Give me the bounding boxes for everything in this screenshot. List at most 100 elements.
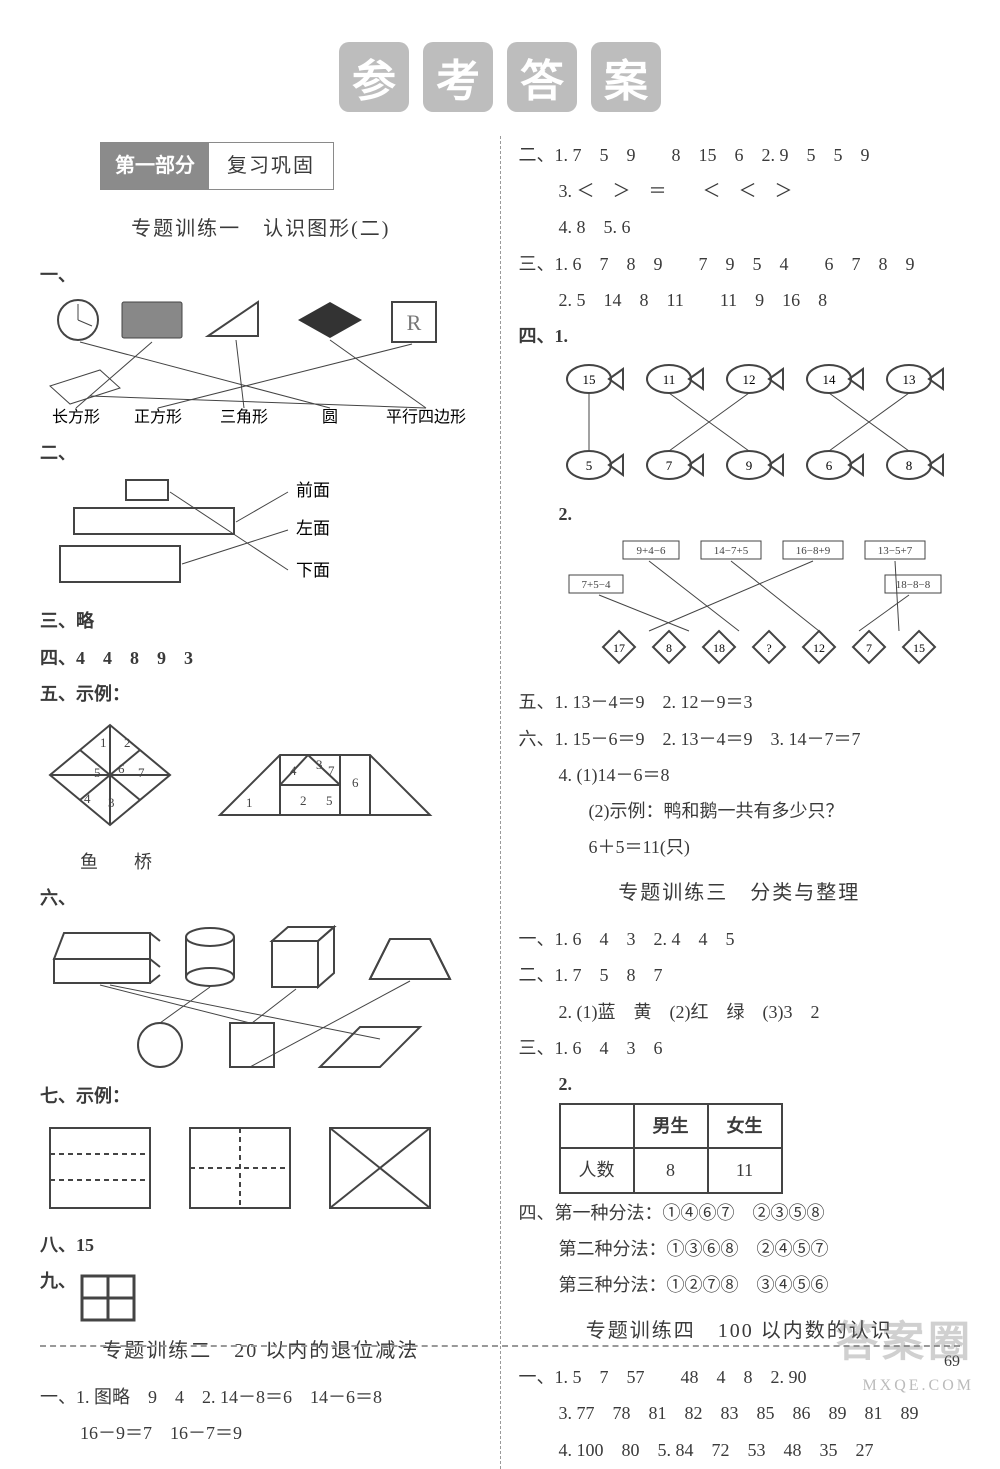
svg-text:11: 11 bbox=[662, 372, 675, 387]
title-tile: 参 bbox=[339, 42, 409, 112]
svg-text:4: 4 bbox=[84, 791, 91, 806]
svg-text:1: 1 bbox=[100, 735, 107, 750]
section-label: 2. bbox=[519, 497, 961, 531]
svg-text:圆: 圆 bbox=[322, 409, 338, 426]
answer-line: 三、1. 6 7 8 9 7 9 5 4 6 7 8 9 bbox=[519, 247, 961, 281]
svg-text:7: 7 bbox=[866, 641, 872, 655]
table-header: 女生 bbox=[708, 1104, 782, 1148]
table-cell: 11 bbox=[708, 1148, 782, 1192]
svg-text:5: 5 bbox=[94, 765, 101, 780]
svg-text:17: 17 bbox=[613, 641, 625, 655]
svg-text:三角形: 三角形 bbox=[220, 408, 268, 426]
answer-line: (2)示例：鸭和鹅一共有多少只？ bbox=[519, 794, 961, 828]
answer-line: 3. ＜ ＞ ＝ ＜ ＜ ＞ bbox=[519, 174, 961, 208]
table-header: 男生 bbox=[634, 1104, 708, 1148]
svg-text:13−5+7: 13−5+7 bbox=[877, 545, 912, 557]
svg-text:2: 2 bbox=[124, 735, 131, 750]
figure-faces: 前面 左面 下面 bbox=[40, 474, 482, 594]
answer-line: 2. (1)蓝 黄 (2)红 绿 (3)3 2 bbox=[519, 995, 961, 1029]
svg-text:长方形: 长方形 bbox=[52, 408, 100, 426]
answer-line: 三、略 bbox=[40, 604, 482, 638]
watermark-url: MXQE.COM bbox=[862, 1377, 974, 1395]
answer-line: 一、1. 6 4 3 2. 4 4 5 bbox=[519, 922, 961, 956]
svg-text:15: 15 bbox=[582, 372, 595, 387]
answer-line: 6＋5＝11(只) bbox=[519, 830, 961, 864]
table-header bbox=[560, 1104, 634, 1148]
page-title: 参 考 答 案 bbox=[0, 0, 1000, 112]
title-tile: 考 bbox=[423, 42, 493, 112]
svg-text:下面: 下面 bbox=[296, 561, 330, 580]
svg-text:左面: 左面 bbox=[296, 519, 330, 538]
figure-fish-match: ["15","11","12","14","13"] 1511121413579… bbox=[549, 357, 961, 487]
topic-heading: 专题训练一 认识图形(二) bbox=[40, 210, 482, 248]
figure-bees-match: 9+4−6 14−7+5 16−8+9 13−5+7 7+5−4 18−8−8 bbox=[549, 535, 961, 675]
figure-solids-match bbox=[40, 919, 482, 1069]
figure-tangram-examples: 12 567 43 143 725 6 bbox=[40, 715, 482, 835]
figure-small-grid bbox=[80, 1274, 482, 1322]
svg-text:18: 18 bbox=[713, 641, 725, 655]
left-column: 第一部分 复习巩固 专题训练一 认识图形(二) 一、 R bbox=[40, 136, 500, 1469]
svg-text:R: R bbox=[407, 310, 422, 335]
svg-text:正方形: 正方形 bbox=[134, 408, 182, 426]
answer-line: 4. 100 80 5. 84 72 53 48 35 27 bbox=[519, 1433, 961, 1467]
svg-text:6: 6 bbox=[825, 458, 832, 473]
answer-line: 五、1. 13－4＝9 2. 12－9＝3 bbox=[519, 685, 961, 719]
watermark: 答案圈 bbox=[836, 1308, 974, 1369]
svg-text:2: 2 bbox=[300, 793, 307, 808]
answer-line: 六、1. 15－6＝9 2. 13－4＝9 3. 14－7＝7 bbox=[519, 722, 961, 756]
section-label: 五、示例： bbox=[40, 677, 482, 711]
svg-text:3: 3 bbox=[108, 795, 115, 810]
part-badge: 第一部分 复习巩固 bbox=[100, 142, 334, 190]
answer-line: 一、1. 图略 9 4 2. 14－8＝6 14－6＝8 bbox=[40, 1380, 482, 1414]
svg-text:16−8+9: 16−8+9 bbox=[795, 545, 830, 557]
table-gender-count: 男生 女生 人数 8 11 bbox=[559, 1103, 783, 1193]
svg-text:7: 7 bbox=[328, 763, 335, 778]
section-label: 二、 bbox=[40, 436, 482, 470]
svg-text:8: 8 bbox=[666, 641, 672, 655]
svg-text:4: 4 bbox=[290, 763, 297, 778]
svg-text:前面: 前面 bbox=[296, 481, 330, 500]
topic-heading: 专题训练三 分类与整理 bbox=[519, 874, 961, 912]
figure-shapes-match: R 长方形 正方形 三角形 圆 平行四边形 bbox=[40, 296, 482, 426]
answer-line: 4. 8 5. 6 bbox=[519, 210, 961, 244]
svg-text:18−8−8: 18−8−8 bbox=[895, 579, 930, 591]
section-label: 六、 bbox=[40, 881, 482, 915]
table-cell: 8 bbox=[634, 1148, 708, 1192]
figure-caption: 鱼 桥 bbox=[40, 845, 482, 879]
part-badge-light: 复习巩固 bbox=[209, 143, 333, 189]
svg-text:5: 5 bbox=[326, 793, 333, 808]
section-label: 一、 bbox=[40, 258, 482, 292]
svg-text:9+4−6: 9+4−6 bbox=[636, 545, 665, 557]
svg-text:1: 1 bbox=[246, 795, 253, 810]
answer-line: 八、15 bbox=[40, 1228, 482, 1262]
svg-text:7: 7 bbox=[138, 765, 145, 780]
svg-text:14: 14 bbox=[822, 372, 836, 387]
answer-line: 三、1. 6 4 3 6 bbox=[519, 1031, 961, 1065]
answer-line: 二、1. 7 5 9 8 15 6 2. 9 5 5 9 bbox=[519, 138, 961, 172]
svg-text:15: 15 bbox=[913, 641, 925, 655]
section-label: 七、示例： bbox=[40, 1079, 482, 1113]
svg-text:12: 12 bbox=[742, 372, 755, 387]
answer-line: 2. 5 14 8 11 11 9 16 8 bbox=[519, 283, 961, 317]
svg-text:3: 3 bbox=[316, 757, 323, 772]
figure-fold-examples bbox=[40, 1118, 482, 1218]
answer-line: 3. 77 78 81 82 83 85 86 89 81 89 bbox=[519, 1396, 961, 1430]
svg-text:12: 12 bbox=[813, 641, 825, 655]
svg-text:?: ? bbox=[766, 641, 771, 655]
svg-text:6: 6 bbox=[352, 775, 359, 790]
answer-line: 二、1. 7 5 8 7 bbox=[519, 958, 961, 992]
page-footer: 69 bbox=[40, 1345, 960, 1371]
answer-line: 第三种分法：①②⑦⑧ ③④⑤⑥ bbox=[519, 1268, 961, 1302]
svg-text:7: 7 bbox=[665, 458, 672, 473]
svg-text:13: 13 bbox=[902, 372, 915, 387]
svg-text:6: 6 bbox=[118, 761, 125, 776]
answer-line: 四、第一种分法：①④⑥⑦ ②③⑤⑧ bbox=[519, 1196, 961, 1230]
part-badge-dark: 第一部分 bbox=[101, 143, 209, 189]
title-tile: 答 bbox=[507, 42, 577, 112]
svg-text:14−7+5: 14−7+5 bbox=[713, 545, 748, 557]
svg-text:5: 5 bbox=[585, 458, 592, 473]
table-cell: 人数 bbox=[560, 1148, 634, 1192]
svg-text:7+5−4: 7+5−4 bbox=[581, 579, 610, 591]
svg-text:平行四边形: 平行四边形 bbox=[386, 408, 466, 426]
section-label: 四、1. bbox=[519, 319, 961, 353]
